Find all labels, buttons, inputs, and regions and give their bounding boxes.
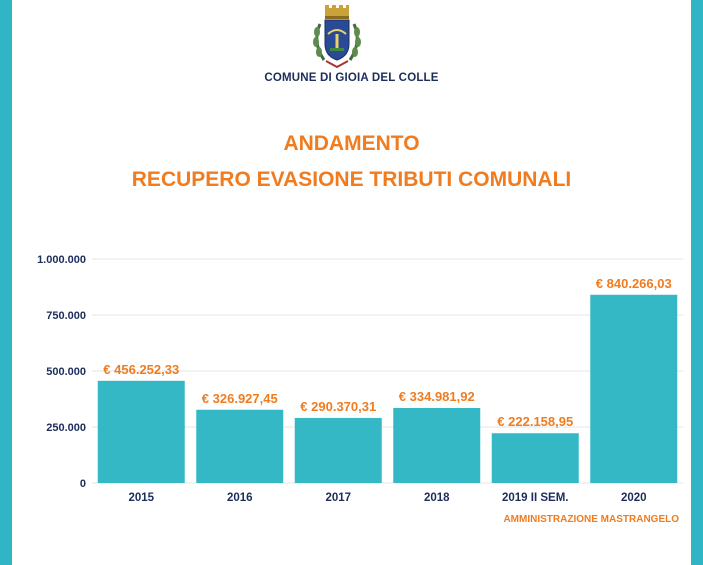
x-tick-label: 2019 II SEM. — [502, 492, 568, 504]
value-label: € 334.981,92 — [399, 389, 475, 404]
bars — [97, 294, 678, 483]
value-label: € 290.370,31 — [300, 399, 376, 414]
footer-credit: AMMINISTRAZIONE MASTRANGELO — [503, 514, 679, 525]
y-tick-label: 750.000 — [46, 310, 86, 322]
page-title-line-2: RECUPERO EVASIONE TRIBUTI COMUNALI — [131, 168, 572, 191]
municipal-crest-icon — [313, 5, 361, 69]
gridlines — [92, 258, 683, 484]
x-tick-label: 2017 — [325, 492, 351, 504]
bar — [393, 407, 481, 483]
bar — [491, 433, 579, 483]
x-tick-label: 2016 — [227, 492, 253, 504]
y-tick-label: 250.000 — [46, 422, 86, 434]
value-label: € 222.158,95 — [497, 414, 573, 429]
bar — [294, 417, 382, 483]
bar — [97, 380, 185, 483]
x-tick-label: 2015 — [128, 492, 154, 504]
left-accent-bar — [0, 0, 12, 565]
x-tick-label: 2018 — [424, 492, 450, 504]
value-label: € 840.266,03 — [596, 276, 672, 291]
y-tick-label: 1.000.000 — [37, 254, 86, 266]
x-tick-label: 2020 — [621, 492, 647, 504]
y-axis-ticks: 0 250.000 500.000 750.000 1.000.000 — [37, 254, 86, 490]
value-label: € 326.927,45 — [202, 391, 278, 406]
value-labels: € 456.252,33 € 326.927,45 € 290.370,31 € 33… — [103, 276, 671, 429]
page-title-line-1: ANDAMENTO — [283, 132, 420, 155]
y-tick-label: 0 — [80, 478, 86, 490]
bar — [590, 294, 678, 483]
municipality-name: COMUNE DI GIOIA DEL COLLE — [264, 72, 439, 84]
y-tick-label: 500.000 — [46, 366, 86, 378]
bar — [196, 409, 284, 483]
x-axis-ticks: 2015 2016 2017 2018 2019 II SEM. 2020 — [128, 492, 646, 504]
right-accent-bar — [691, 0, 703, 565]
value-label: € 456.252,33 — [103, 362, 179, 377]
